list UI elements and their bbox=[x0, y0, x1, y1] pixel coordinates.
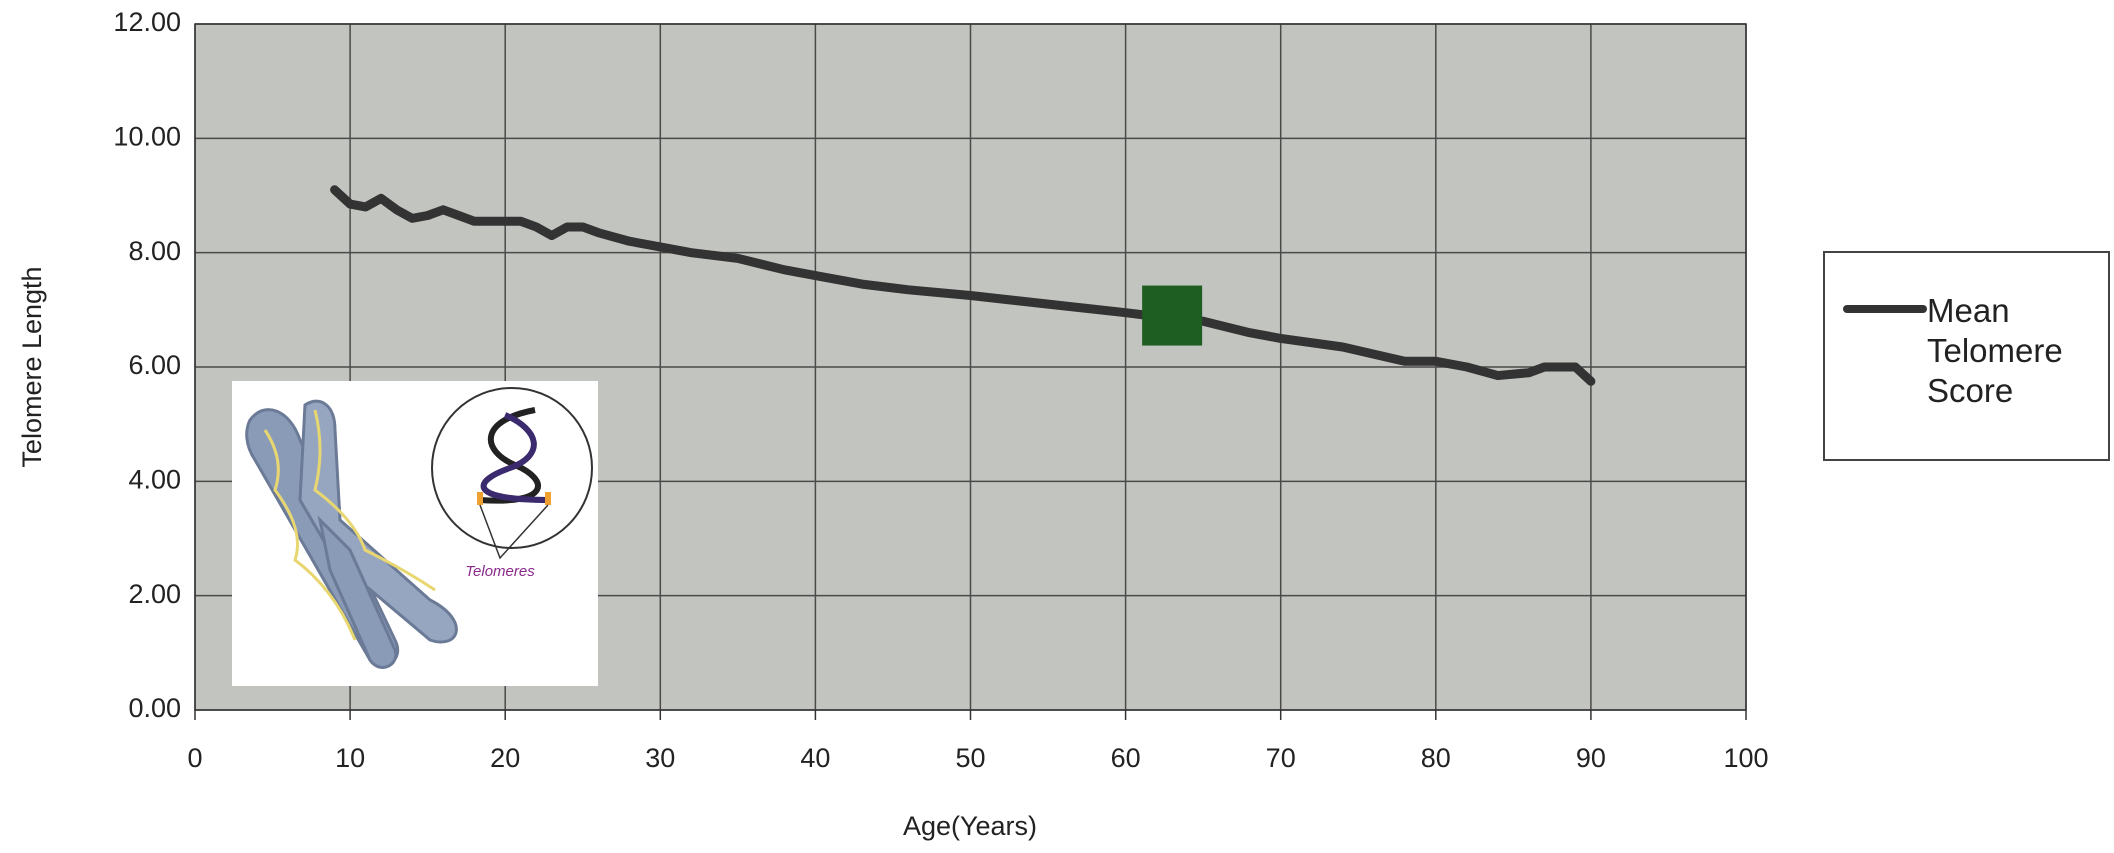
x-tick-label: 40 bbox=[800, 743, 830, 773]
x-axis-title: Age(Years) bbox=[903, 811, 1037, 841]
legend-swatch bbox=[1843, 305, 1927, 313]
pointer bbox=[479, 504, 549, 560]
x-tick-label: 80 bbox=[1421, 743, 1451, 773]
y-tick-label: 2.00 bbox=[128, 579, 181, 609]
data-line bbox=[330, 185, 1596, 386]
legend-label: Mean Telomere Score bbox=[1927, 292, 2063, 409]
dna-strand bbox=[263, 409, 436, 641]
plot-border bbox=[194, 23, 1747, 711]
y-tick-label: 0.00 bbox=[128, 693, 181, 723]
inset-illustration: Telomeres bbox=[232, 381, 598, 686]
helix bbox=[480, 412, 549, 503]
inset-label: Telomeres bbox=[465, 563, 535, 580]
y-tick-label: 12.00 bbox=[113, 7, 181, 37]
x-tick-label: 70 bbox=[1266, 743, 1296, 773]
x-tick-label: 30 bbox=[645, 743, 675, 773]
y-tick-label: 4.00 bbox=[128, 464, 181, 494]
x-tick-label: 50 bbox=[955, 743, 985, 773]
legend: Mean Telomere Score bbox=[1823, 251, 2110, 461]
y-tick-label: 8.00 bbox=[128, 236, 181, 266]
y-tick-label: 10.00 bbox=[113, 121, 181, 151]
x-tick-label: 60 bbox=[1111, 743, 1141, 773]
chromatid bbox=[298, 399, 458, 644]
x-tick-label: 10 bbox=[335, 743, 365, 773]
x-tick-label: 100 bbox=[1723, 743, 1768, 773]
x-tick-label: 90 bbox=[1576, 743, 1606, 773]
x-tick-label: 0 bbox=[187, 743, 202, 773]
y-axis-title: Telomere Length bbox=[17, 266, 47, 467]
highlight-marker bbox=[1142, 285, 1203, 346]
chromatid bbox=[317, 515, 398, 669]
y-tick-label: 6.00 bbox=[128, 350, 181, 380]
x-tick-label: 20 bbox=[490, 743, 520, 773]
